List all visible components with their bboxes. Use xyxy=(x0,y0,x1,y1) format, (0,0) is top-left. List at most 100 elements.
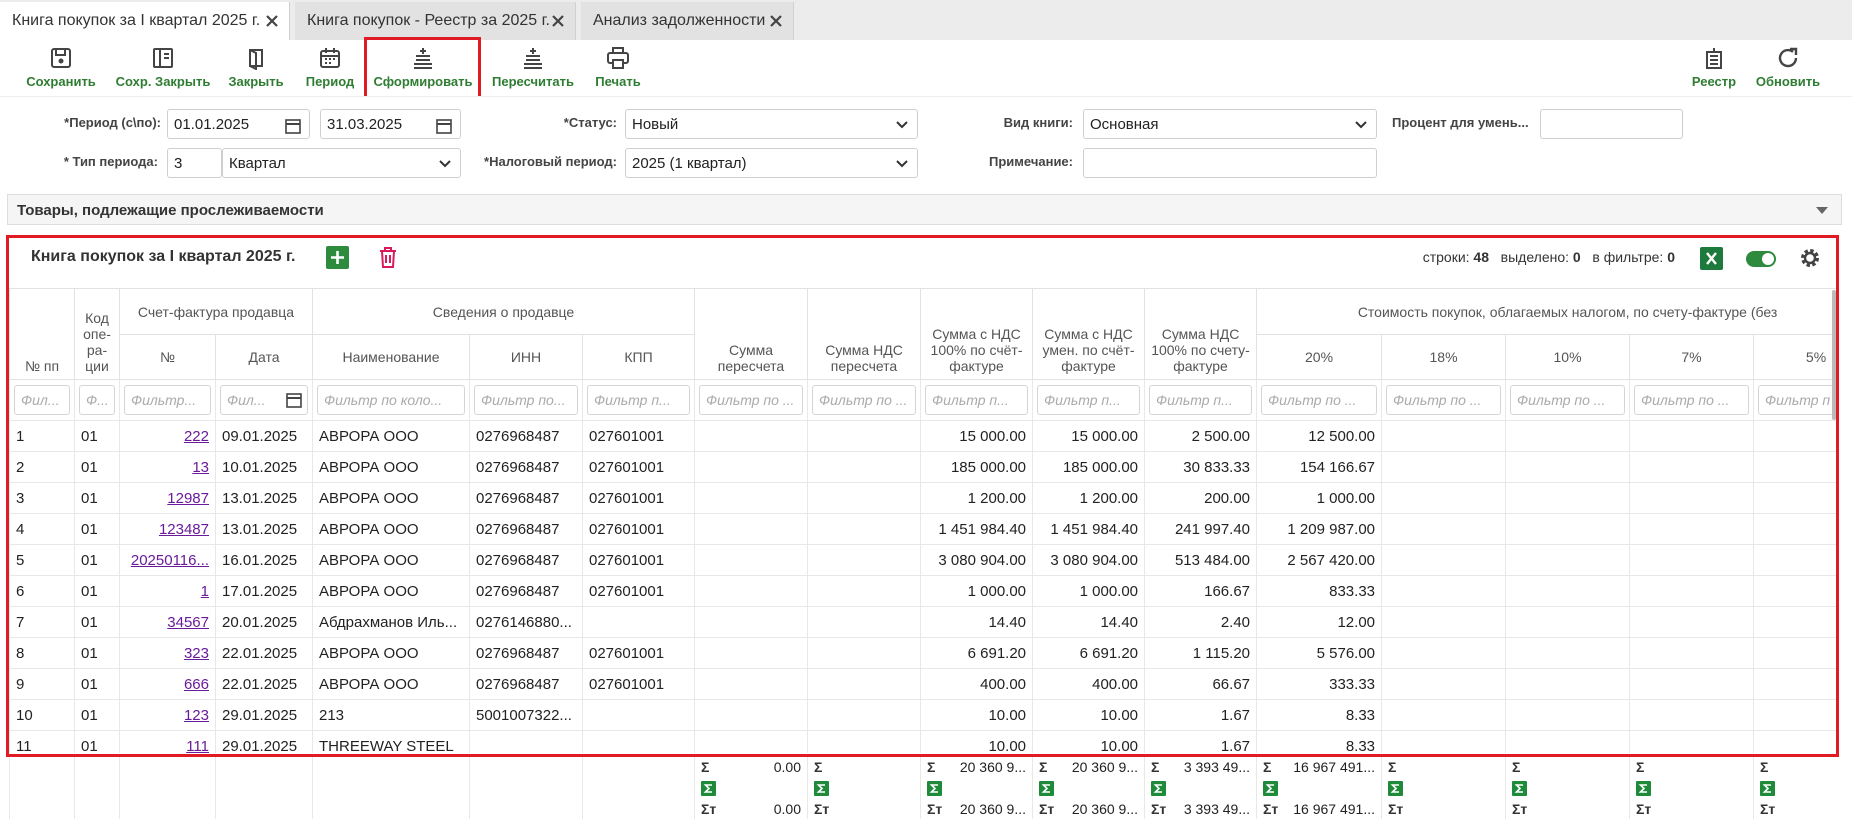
grid-row[interactable]: 10122209.01.2025АВРОРА ООО02769684870276… xyxy=(10,421,1837,452)
grid-row[interactable]: 110111129.01.2025THREEWAY STEEL10.0010.0… xyxy=(10,731,1837,754)
filter-input[interactable]: Фильтр по ... xyxy=(1634,385,1749,415)
sum-symbol: Σ xyxy=(1760,757,1768,778)
field-label: *Статус: xyxy=(400,115,617,130)
grid-cell xyxy=(1630,669,1754,700)
print-button[interactable]: Печать xyxy=(558,44,678,89)
grid-cell xyxy=(1506,731,1630,754)
select[interactable]: Основная xyxy=(1083,109,1377,139)
filter-input[interactable]: Фильтр п... xyxy=(587,385,690,415)
icon xyxy=(1776,46,1800,70)
cell-text: 027601001 xyxy=(589,676,664,693)
select[interactable]: Новый xyxy=(625,109,918,139)
tab[interactable]: Книга покупок за I квартал 2025 г. xyxy=(0,2,290,40)
grid-cell xyxy=(1630,576,1754,607)
sum-toggle[interactable] xyxy=(1263,781,1278,796)
grid-row[interactable]: 601117.01.2025АВРОРА ООО0276968487027601… xyxy=(10,576,1837,607)
grid-cell xyxy=(1754,607,1836,638)
grid-row[interactable]: 80132322.01.2025АВРОРА ООО02769684870276… xyxy=(10,638,1837,669)
scrollbar[interactable] xyxy=(1832,290,1836,420)
filter-input[interactable]: Фильтр по коло... xyxy=(317,385,465,415)
calendar-icon[interactable] xyxy=(285,118,301,134)
filter-input[interactable]: Фил... xyxy=(14,385,70,415)
sum-toggle[interactable] xyxy=(1636,781,1651,796)
grid-cell: 0276968487 xyxy=(470,576,583,607)
sum-toggle[interactable] xyxy=(1151,781,1166,796)
invoice-link[interactable]: 13 xyxy=(192,459,209,476)
filter-input[interactable]: Фильтр п... xyxy=(1037,385,1140,415)
filter-input[interactable]: Фил... xyxy=(220,385,308,415)
filter-input[interactable]: Фильтр п... xyxy=(1149,385,1252,415)
tab-close[interactable] xyxy=(551,14,565,28)
filter-input[interactable]: Фильтр п... xyxy=(925,385,1028,415)
invoice-link[interactable]: 323 xyxy=(184,645,209,662)
filtered-sum-symbol: Σт xyxy=(1388,799,1403,819)
filter-input[interactable]: Ф... xyxy=(79,385,115,415)
refresh-button[interactable]: Обновить xyxy=(1728,44,1848,89)
cell-text: 027601001 xyxy=(589,490,664,507)
tab-close[interactable] xyxy=(769,14,783,28)
grid-cell xyxy=(1630,638,1754,669)
toggle[interactable] xyxy=(1745,250,1777,268)
column-header: Сумма НДС 100% по счету-фактуре xyxy=(1145,289,1257,380)
grid-row[interactable]: 50120250116...16.01.2025АВРОРА ООО027696… xyxy=(10,545,1837,576)
grid-cell xyxy=(1630,421,1754,452)
cell-text: 0276968487 xyxy=(476,583,559,600)
calendar-icon[interactable] xyxy=(286,392,302,408)
sum-toggle[interactable] xyxy=(1388,781,1403,796)
tab[interactable]: Книга покупок - Реестр за 2025 г. xyxy=(295,2,576,40)
grid-row[interactable]: 7013456720.01.2025Абдрахманов Иль...0276… xyxy=(10,607,1837,638)
cell-text: 1 000.00 xyxy=(968,583,1026,600)
grid-row[interactable]: 100112329.01.20252135001007322...10.0010… xyxy=(10,700,1837,731)
cell-text: 027601001 xyxy=(589,428,664,445)
totals-cell: ΣΣт xyxy=(1506,757,1630,819)
invoice-link[interactable]: 123 xyxy=(184,707,209,724)
select[interactable]: 2025 (1 квартал) xyxy=(625,148,918,178)
filter-input[interactable]: Фильтр по... xyxy=(474,385,578,415)
invoice-link[interactable]: 34567 xyxy=(167,614,209,631)
totals-cell: Σ20 360 9...Σт20 360 9... xyxy=(1033,757,1145,819)
filter-input[interactable]: Фильтр... xyxy=(124,385,211,415)
tab-close[interactable] xyxy=(265,14,279,28)
grid-row[interactable]: 3011298713.01.2025АВРОРА ООО027696848702… xyxy=(10,483,1837,514)
settings-button[interactable] xyxy=(1798,246,1822,270)
cell-text: АВРОРА ООО xyxy=(319,521,419,538)
delete-button[interactable] xyxy=(378,246,398,269)
add-button[interactable] xyxy=(326,246,349,269)
grid-row[interactable]: 2011310.01.2025АВРОРА ООО027696848702760… xyxy=(10,452,1837,483)
excel-button[interactable] xyxy=(1700,247,1723,270)
grid-cell xyxy=(1754,545,1836,576)
filter-input[interactable]: Фильтр по ... xyxy=(699,385,803,415)
grid-cell xyxy=(1382,545,1506,576)
sum-toggle[interactable] xyxy=(1039,781,1054,796)
cell-text: 166.67 xyxy=(1204,583,1250,600)
sum-toggle[interactable] xyxy=(701,781,716,796)
invoice-link[interactable]: 1 xyxy=(201,583,209,600)
filter-input[interactable]: Фильтр по ... xyxy=(1510,385,1625,415)
date-input[interactable]: 01.01.2025 xyxy=(167,109,310,139)
invoice-link[interactable]: 12987 xyxy=(167,490,209,507)
sum-toggle[interactable] xyxy=(927,781,942,796)
sum-toggle[interactable] xyxy=(1512,781,1527,796)
grid-row[interactable]: 40112348713.01.2025АВРОРА ООО02769684870… xyxy=(10,514,1837,545)
grid-row[interactable]: 90166622.01.2025АВРОРА ООО02769684870276… xyxy=(10,669,1837,700)
grid-cell xyxy=(1382,700,1506,731)
invoice-link[interactable]: 666 xyxy=(184,676,209,693)
filter-input[interactable]: Фильтр по ... xyxy=(812,385,916,415)
invoice-link[interactable]: 123487 xyxy=(159,521,209,538)
tab[interactable]: Анализ задолженности xyxy=(581,2,794,40)
sum-toggle[interactable] xyxy=(1760,781,1775,796)
collapsible-section[interactable]: Товары, подлежащие прослеживаемости xyxy=(7,194,1842,225)
totals-cell: Σ20 360 9...Σт20 360 9... xyxy=(921,757,1033,819)
invoice-link[interactable]: 111 xyxy=(186,738,209,754)
text-input[interactable] xyxy=(1540,109,1683,139)
text-input[interactable] xyxy=(1083,148,1377,178)
text-input[interactable]: 3 xyxy=(167,148,222,178)
filter-input[interactable]: Фильтр по ... xyxy=(1386,385,1501,415)
sum-toggle[interactable] xyxy=(814,781,829,796)
filter-input[interactable]: Фильтр по ... xyxy=(1261,385,1377,415)
filter-input[interactable]: Фильтр п xyxy=(1758,385,1836,415)
invoice-link[interactable]: 20250116... xyxy=(131,552,209,569)
grid-cell: 29.01.2025 xyxy=(216,731,313,754)
invoice-link[interactable]: 222 xyxy=(184,428,209,445)
sum-toggle-line xyxy=(701,778,801,799)
